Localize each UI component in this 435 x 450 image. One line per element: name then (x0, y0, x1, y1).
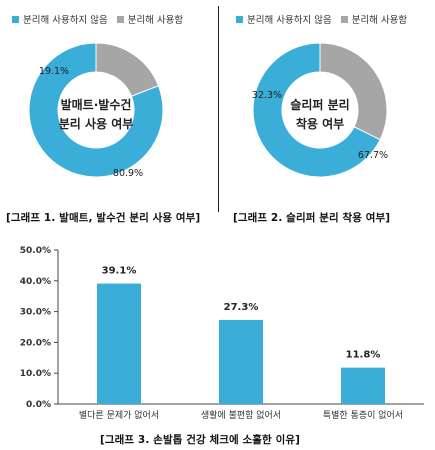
donut1-center-line1: 발매트·발수건 (61, 97, 132, 112)
bar-value-label: 11.8% (346, 350, 381, 361)
y-tick-label: 30.0% (20, 308, 51, 318)
donut-chart-1-svg: 발매트·발수건 분리 사용 여부 80.9% 19.1% (28, 42, 164, 179)
donut2-center-line2: 착용 여부 (296, 116, 344, 131)
x-tick-label: 별다른 문제가 없어서 (79, 410, 159, 421)
legend-label-not-separate: 분리해 사용하지 않음 (247, 15, 332, 26)
bars (97, 283, 385, 404)
donut2-legend: 분리해 사용하지 않음 분리해 사용함 (236, 12, 416, 26)
legend-label-separate: 분리해 사용함 (127, 15, 184, 26)
bar-chart-3: 0.0% 10.0% 20.0% 30.0% 40.0% 50.0% 39.1% 27.3%… (0, 238, 435, 427)
donut-chart-1: 발매트·발수건 분리 사용 여부 80.9% 19.1% (16, 30, 176, 190)
donut2-label-separate: 32.3% (252, 90, 282, 101)
legend-item-separate: 분리해 사용함 (340, 12, 408, 26)
legend-swatch-primary (12, 15, 19, 23)
legend-item-separate: 분리해 사용함 (116, 12, 184, 26)
x-tick-label: 특별한 통증이 없어서 (323, 410, 403, 421)
y-tick-label: 40.0% (20, 277, 51, 287)
donut2-slices (252, 42, 388, 178)
donut2-label-not-separate: 67.7% (358, 150, 388, 161)
legend-swatch-secondary (340, 15, 348, 23)
legend-item-not-separate: 분리해 사용하지 않음 (12, 12, 108, 26)
donut1-center-line2: 분리 사용 여부 (59, 116, 134, 131)
graph2-caption: [그래프 2. 슬리퍼 분리 착용 여부] (233, 212, 391, 224)
bar-chart-3-svg: 0.0% 10.0% 20.0% 30.0% 40.0% 50.0% 39.1% 27.3%… (20, 246, 424, 421)
donut1-label-separate: 19.1% (39, 66, 69, 77)
graph1-caption: [그래프 1. 발매트, 발수건 분리 사용 여부] (6, 212, 201, 224)
donut2-center-line1: 슬리퍼 분리 (290, 97, 349, 112)
x-tick-labels: 별다른 문제가 없어서 생활에 불편함 없어서 특별한 통증이 없어서 (79, 409, 403, 421)
legend-swatch-secondary (116, 15, 124, 23)
y-ticks: 0.0% 10.0% 20.0% 30.0% 40.0% 50.0% (20, 246, 58, 410)
legend-label-separate: 분리해 사용함 (351, 15, 408, 26)
bar (341, 367, 385, 404)
donut-chart-2: 슬리퍼 분리 착용 여부 67.7% 32.3% (240, 30, 400, 190)
legend-swatch-primary (236, 15, 243, 23)
x-tick-label: 생활에 불편함 없어서 (201, 409, 281, 421)
donut1-label-not-separate: 80.9% (113, 168, 143, 179)
bar-value-labels: 39.1% 27.3% 11.8% (102, 266, 381, 361)
pie-slice-separate (95, 42, 160, 97)
y-tick-label: 10.0% (20, 369, 51, 379)
legend-label-not-separate: 분리해 사용하지 않음 (23, 15, 108, 26)
bar (97, 283, 141, 404)
y-tick-label: 20.0% (20, 338, 51, 348)
bar (219, 319, 263, 404)
pie-slice-not-separate (28, 42, 164, 178)
y-tick-label: 50.0% (20, 246, 51, 256)
pie-slice-not-separate (252, 42, 381, 178)
donut1-legend: 분리해 사용하지 않음 분리해 사용함 (12, 12, 192, 26)
donut-chart-2-svg: 슬리퍼 분리 착용 여부 67.7% 32.3% (252, 42, 388, 178)
divider (218, 6, 219, 212)
bar-value-label: 27.3% (224, 302, 259, 313)
donut1-slices (28, 42, 164, 178)
bar-value-label: 39.1% (102, 266, 137, 277)
legend-item-not-separate: 분리해 사용하지 않음 (236, 12, 332, 26)
y-tick-label: 0.0% (26, 400, 51, 410)
graph3-caption: [그래프 3. 손발톱 건강 체크에 소홀한 이유] (100, 434, 300, 446)
